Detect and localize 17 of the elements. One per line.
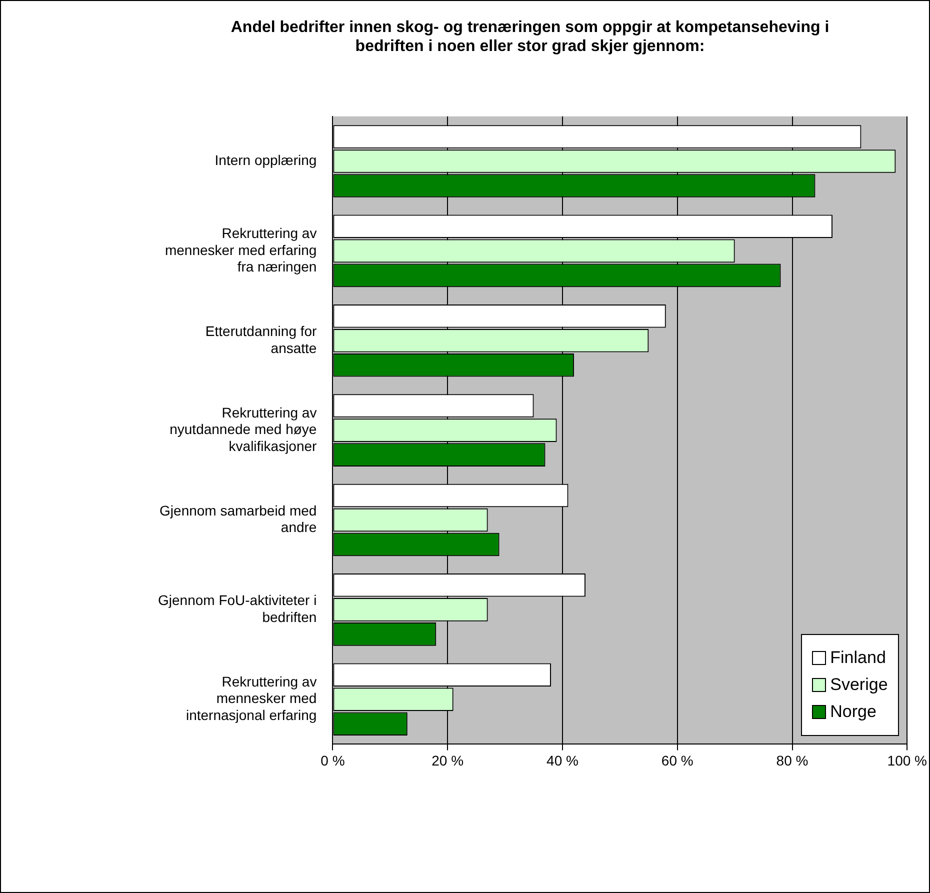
x-tick-label: 40 % [546, 752, 578, 768]
legend-label: Norge [830, 702, 876, 722]
y-tick-label: Intern opplæring [214, 152, 317, 168]
x-tick-label: 20 % [432, 752, 464, 768]
y-tick-label: Rekruttering av mennesker med internasjonal erfaring [186, 673, 317, 724]
y-tick-label: Gjennom samarbeid med andre [160, 502, 317, 536]
y-tick-label: Rekruttering av nyutdannede med høye kvalifikasjoner [170, 404, 318, 454]
x-tick-label: 0 % [320, 752, 345, 768]
x-tick-label: 60 % [661, 752, 694, 768]
y-tick-label: Rekruttering av mennesker med erfaring fra næringen [164, 224, 317, 275]
x-tick-label: 80 % [776, 752, 808, 768]
y-tick-label: Etterutdanning for ansatte [205, 323, 318, 356]
legend-label: Finland [830, 648, 886, 668]
y-tick-label: Gjennom FoU-aktiviteter i bedriften [158, 592, 317, 625]
chart-title: Andel bedrifter innen skog- og trenæringen som oppgir at kompetanseheving i bedriften i noen eller stor grad skjer gjennom: [230, 19, 830, 56]
x-tick-label: 100 % [887, 752, 928, 768]
legend-label: Sverige [830, 675, 888, 696]
